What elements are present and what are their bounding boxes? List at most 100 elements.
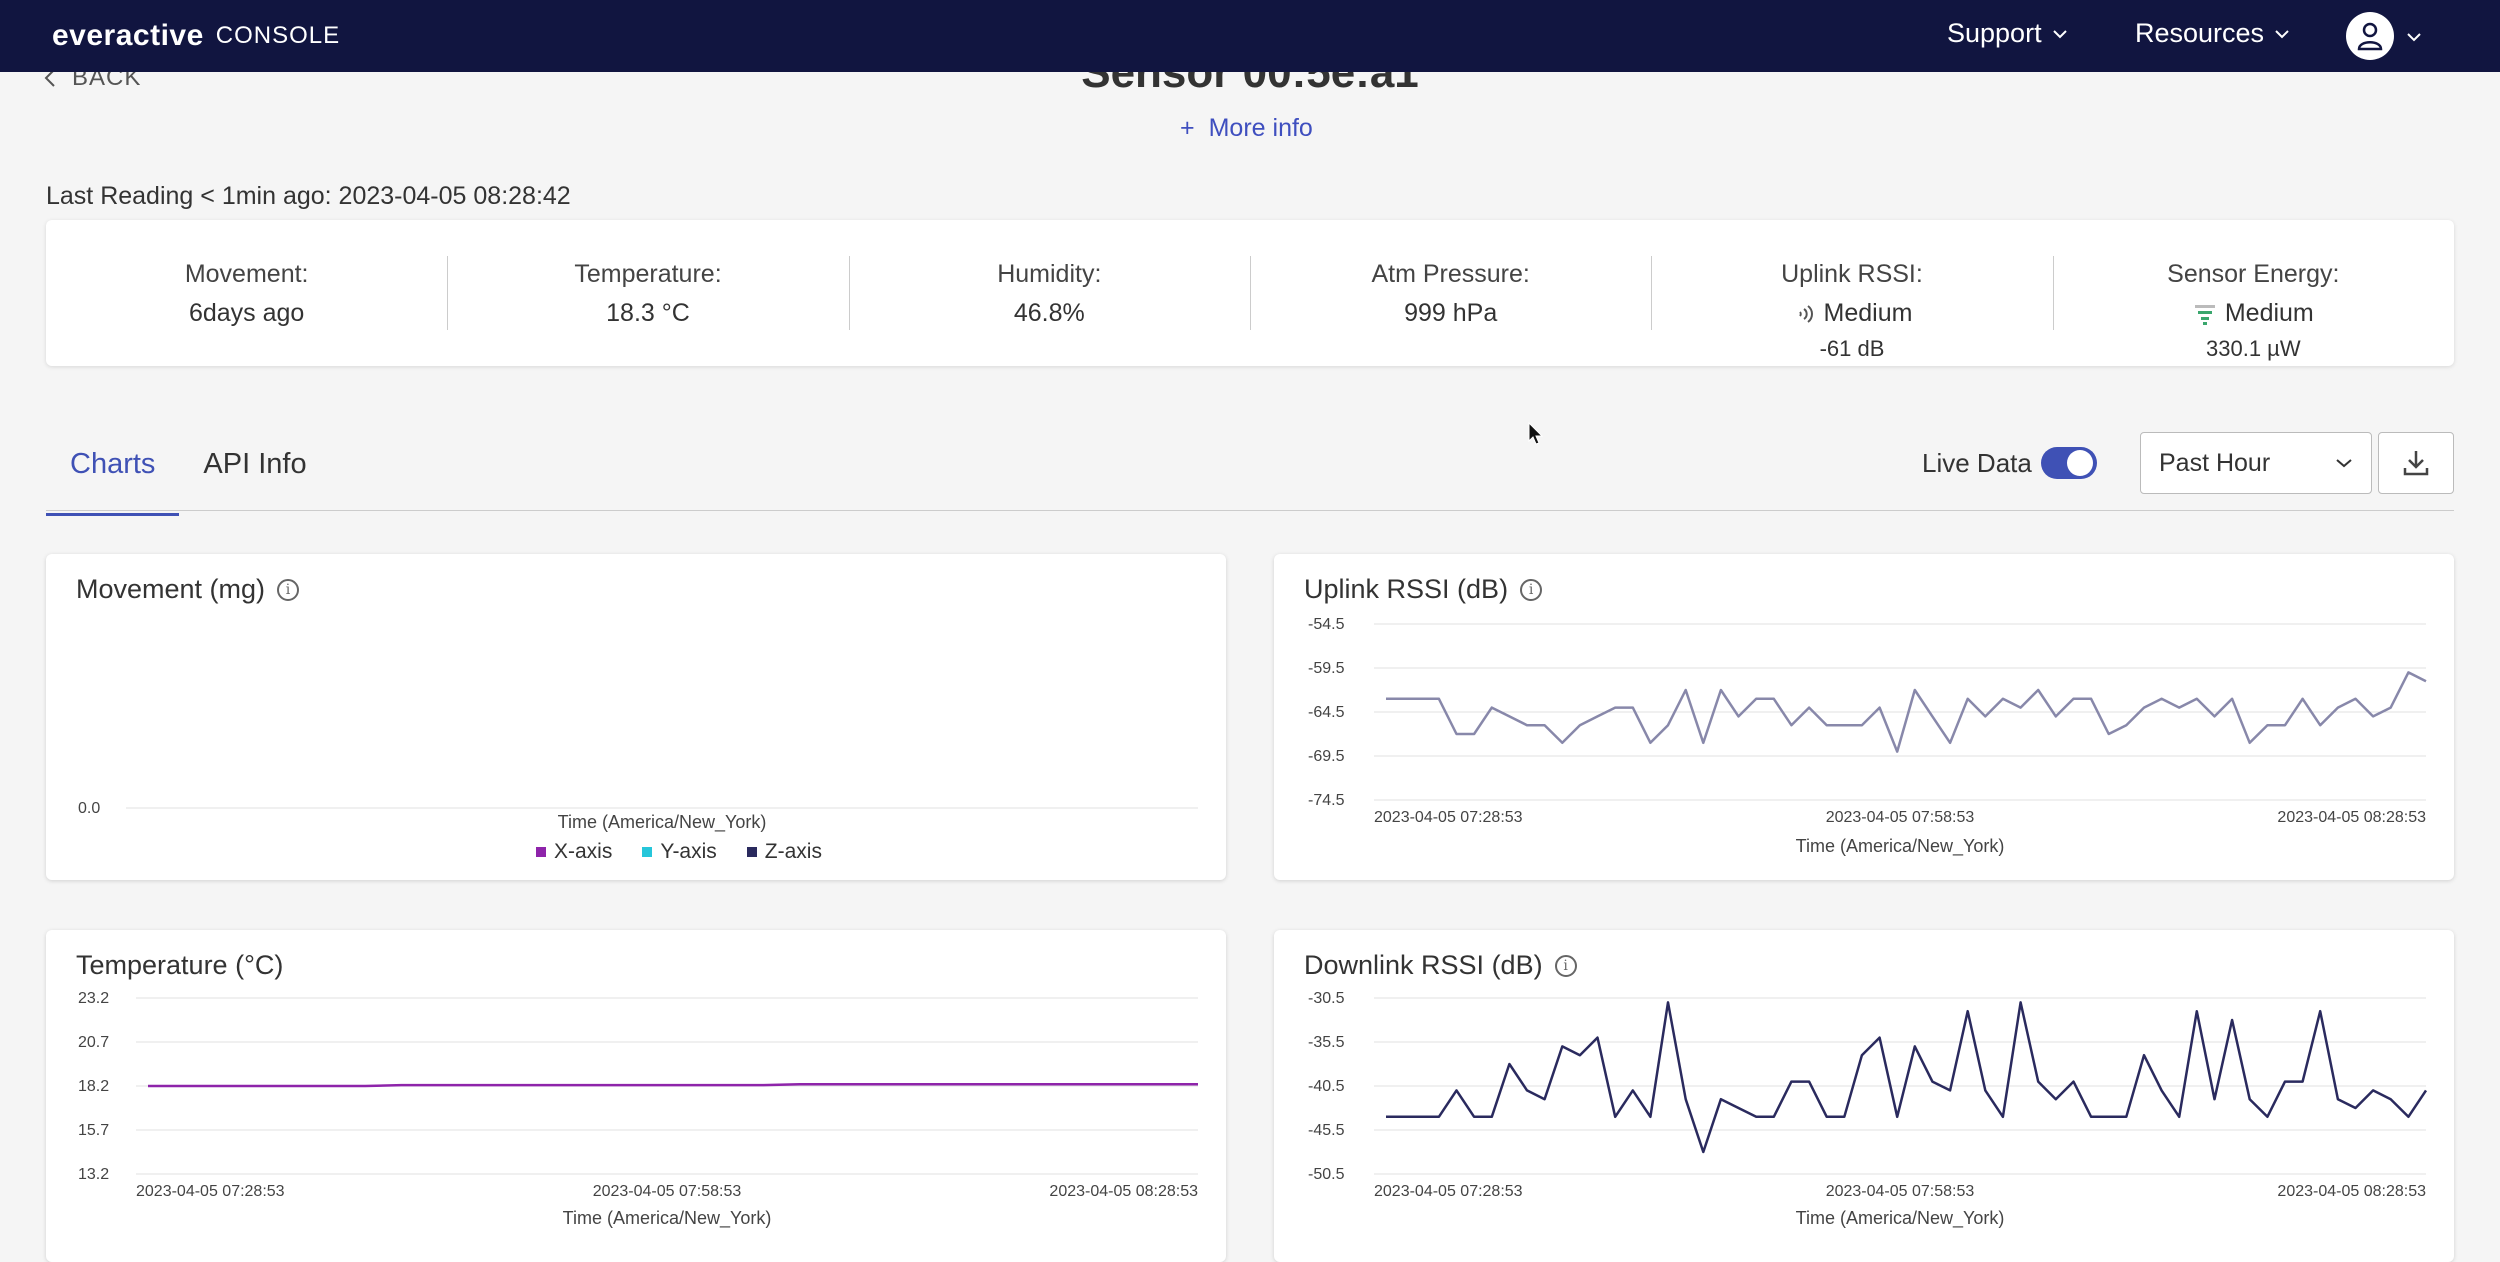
stat-label: Sensor Energy: bbox=[2167, 260, 2340, 288]
chart-title-row: Downlink RSSI (dB) i bbox=[1304, 950, 1577, 981]
x-tick-label: 2023-04-05 07:58:53 bbox=[593, 1183, 742, 1200]
account-chevron-down-icon-overlay[interactable] bbox=[2406, 32, 2422, 42]
stat-value: 6days ago bbox=[188, 299, 305, 327]
stat-sensor-energy: Sensor Energy: Medium 330.1 µW bbox=[2052, 220, 2454, 366]
legend-label: Z-axis bbox=[764, 840, 822, 863]
stat-value: Medium bbox=[2224, 299, 2314, 327]
legend-x-axis[interactable]: X-axis bbox=[536, 840, 612, 864]
support-label-overlay: Support bbox=[1947, 18, 2042, 48]
nav-overlay-content: everactive CONSOLE Support Resources bbox=[0, 0, 2500, 72]
y-tick-label: 13.2 bbox=[78, 1166, 109, 1183]
chart-title-row: Temperature (°C) bbox=[76, 950, 283, 981]
more-info-label: More info bbox=[1208, 114, 1313, 142]
tabs-divider bbox=[46, 510, 2454, 511]
tab-api-info[interactable]: API Info bbox=[203, 448, 307, 480]
time-range-value: Past Hour bbox=[2159, 448, 2271, 477]
chart-title-row: Movement (mg) i bbox=[76, 574, 300, 605]
y-tick-label: 23.2 bbox=[78, 990, 109, 1007]
x-tick-label: 2023-04-05 08:28:53 bbox=[2277, 1183, 2426, 1200]
resources-label-overlay: Resources bbox=[2135, 18, 2265, 48]
y-tick-label: -40.5 bbox=[1308, 1078, 1345, 1095]
chart-title: Uplink RSSI (dB) bbox=[1304, 574, 1509, 604]
y-tick-label: -59.5 bbox=[1308, 660, 1345, 677]
downlink-rssi-chart-card: Downlink RSSI (dB) i -30.5 -35.5 -40.5 -45.… bbox=[1274, 930, 2454, 1262]
stat-label: Humidity: bbox=[997, 260, 1102, 288]
x-tick-label: 2023-04-05 07:28:53 bbox=[136, 1183, 285, 1200]
y-tick-label: -50.5 bbox=[1308, 1166, 1345, 1183]
support-menu-overlay[interactable]: Support bbox=[1947, 18, 2068, 49]
uplink-rssi-chart-card: Uplink RSSI (dB) i -54.5 -59.5 -64.5 -69.5-… bbox=[1274, 554, 2454, 880]
info-icon[interactable]: i bbox=[1554, 954, 1577, 977]
stat-label: Uplink RSSI: bbox=[1781, 260, 1923, 288]
stat-value: Medium bbox=[1823, 299, 1913, 327]
chevron-down-icon bbox=[2275, 29, 2289, 38]
stat-label: Atm Pressure: bbox=[1371, 260, 1530, 288]
uplink-rssi-chart: -54.5 -59.5 -64.5 -69.5 -74.5 2023-04-05 07:2… bbox=[1308, 616, 2427, 857]
energy-icon bbox=[2194, 304, 2215, 325]
legend-z-axis[interactable]: Z-axis bbox=[746, 840, 822, 864]
tab-charts[interactable]: Charts bbox=[46, 430, 180, 516]
last-reading: Last Reading < 1min ago: 2023-04-05 08:2… bbox=[46, 182, 571, 210]
y-tick-label: -54.5 bbox=[1308, 616, 1345, 633]
y-tick-label: -64.5 bbox=[1308, 704, 1345, 721]
stat-label: Movement: bbox=[184, 260, 309, 288]
x-axis-label: Time (America/New_York) bbox=[558, 812, 767, 833]
x-tick-label: 2023-04-05 07:58:53 bbox=[1826, 1183, 1975, 1200]
series-line bbox=[1386, 671, 2427, 753]
y-tick-label: -69.5 bbox=[1308, 748, 1345, 765]
x-tick-label: 2023-04-05 08:28:53 bbox=[2277, 809, 2426, 826]
x-tick-label: 2023-04-05 07:28:53 bbox=[1374, 809, 1523, 826]
chart-legend: X-axis Y-axis Z-axis bbox=[536, 840, 822, 864]
legend-swatch bbox=[642, 847, 653, 857]
chevron-down-icon bbox=[2052, 29, 2067, 38]
x-tick-label: 2023-04-05 07:28:53 bbox=[1374, 1183, 1523, 1200]
movement-chart: 0.0 Time (America/New_York) bbox=[78, 800, 1198, 833]
info-icon[interactable]: i bbox=[277, 578, 300, 601]
mouse-cursor-icon bbox=[1528, 422, 1544, 445]
chart-title: Movement (mg) bbox=[76, 574, 266, 604]
plus-icon: + bbox=[1180, 114, 1195, 142]
stat-label: Temperature: bbox=[574, 260, 722, 288]
stat-sub: -61 dB bbox=[1819, 336, 1885, 361]
stat-temperature: Temperature: 18.3 °C bbox=[447, 220, 848, 366]
y-tick-label: 20.7 bbox=[78, 1034, 109, 1051]
live-data-label: Live Data bbox=[1922, 448, 2032, 478]
download-icon bbox=[2403, 451, 2429, 476]
temperature-chart: 23.2 20.7 18.2 15.7 13.2 2023-04-05 07:28:53 2… bbox=[78, 990, 1198, 1229]
stat-movement: Movement: 6days ago bbox=[46, 220, 447, 366]
series-line bbox=[1386, 1001, 2428, 1154]
chevron-down-icon bbox=[2336, 459, 2352, 468]
x-axis-label: Time (America/New_York) bbox=[1796, 836, 2005, 857]
more-info-link[interactable]: + More info bbox=[1180, 114, 1313, 143]
downlink-rssi-chart: -30.5 -35.5 -40.5 -45.5 -50.5 2023-04-05 07:2… bbox=[1308, 990, 2428, 1229]
brand-logo-overlay[interactable]: everactive CONSOLE bbox=[52, 18, 340, 54]
download-button[interactable] bbox=[2378, 432, 2454, 494]
y-tick-label: -35.5 bbox=[1308, 1034, 1345, 1051]
temperature-chart-card: Temperature (°C) 23.2 20.7 18.2 15.7 13.2 202… bbox=[46, 930, 1226, 1262]
stat-value: 18.3 °C bbox=[606, 299, 690, 327]
nav-overlay bbox=[0, 0, 2500, 72]
time-range-select[interactable]: Past Hour bbox=[2140, 432, 2372, 494]
product-name-overlay: CONSOLE bbox=[215, 22, 341, 49]
live-data-toggle[interactable] bbox=[2041, 447, 2097, 479]
toggle-knob bbox=[2067, 450, 2093, 476]
info-icon[interactable]: i bbox=[1520, 578, 1543, 601]
x-tick-label: 2023-04-05 08:28:53 bbox=[1049, 1183, 1198, 1200]
legend-y-axis[interactable]: Y-axis bbox=[642, 840, 717, 864]
stat-value: 46.8% bbox=[1013, 299, 1085, 327]
legend-swatch bbox=[536, 847, 546, 857]
user-avatar-overlay[interactable] bbox=[2346, 12, 2394, 60]
y-tick-label: -45.5 bbox=[1308, 1122, 1345, 1139]
x-axis-label: Time (America/New_York) bbox=[1796, 1208, 2005, 1229]
brand-name-overlay: everactive bbox=[52, 19, 204, 52]
chart-title: Downlink RSSI (dB) bbox=[1304, 950, 1543, 980]
y-tick-label: 18.2 bbox=[78, 1078, 109, 1095]
y-tick-label: -74.5 bbox=[1308, 792, 1345, 809]
stat-value-row: Medium bbox=[1651, 299, 2052, 328]
signal-icon bbox=[1798, 304, 1813, 323]
x-axis-label: Time (America/New_York) bbox=[563, 1208, 772, 1229]
stat-sub: 330.1 µW bbox=[2206, 336, 2301, 361]
chevron-left-icon bbox=[44, 69, 55, 87]
resources-menu-overlay[interactable]: Resources bbox=[2135, 18, 2290, 49]
chart-title-row: Uplink RSSI (dB) i bbox=[1304, 574, 1543, 605]
